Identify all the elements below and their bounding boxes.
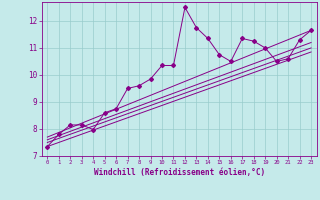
X-axis label: Windchill (Refroidissement éolien,°C): Windchill (Refroidissement éolien,°C) (94, 168, 265, 177)
